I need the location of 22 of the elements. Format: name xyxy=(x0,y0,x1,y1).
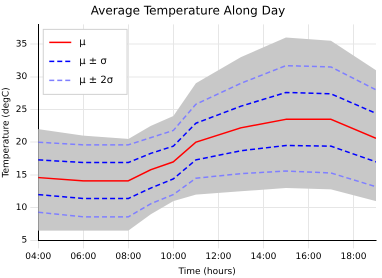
line-series xyxy=(38,144,376,200)
x-tick-label: 14:00 xyxy=(250,252,277,262)
x-axis-title: Time (hours) xyxy=(178,266,236,277)
x-tick-label: 12:00 xyxy=(205,252,232,262)
x-tick-label: 16:00 xyxy=(295,252,322,262)
y-tick-label: 30 xyxy=(16,72,28,82)
x-tick-label: 06:00 xyxy=(70,252,97,262)
y-tick-label: 10 xyxy=(16,203,28,214)
legend-label: μ ± σ xyxy=(79,56,108,67)
x-tick-label: 08:00 xyxy=(115,252,142,262)
y-tick-label: 25 xyxy=(16,104,28,115)
y-tick-label: 20 xyxy=(16,138,28,148)
x-tick-label: 18:00 xyxy=(340,252,367,262)
y-axis-title: Temperature (degC) xyxy=(2,87,12,178)
y-tick-label: 15 xyxy=(16,170,28,180)
x-tick-label: 10:00 xyxy=(160,252,187,262)
y-tick-label: 5 xyxy=(22,236,28,246)
x-tick-label: 04:00 xyxy=(25,252,52,262)
legend-label: μ xyxy=(79,36,86,48)
y-tick-label: 35 xyxy=(16,39,28,50)
legend-label: μ ± 2σ xyxy=(79,74,114,86)
chart-title: Average Temperature Along Day xyxy=(90,3,286,18)
